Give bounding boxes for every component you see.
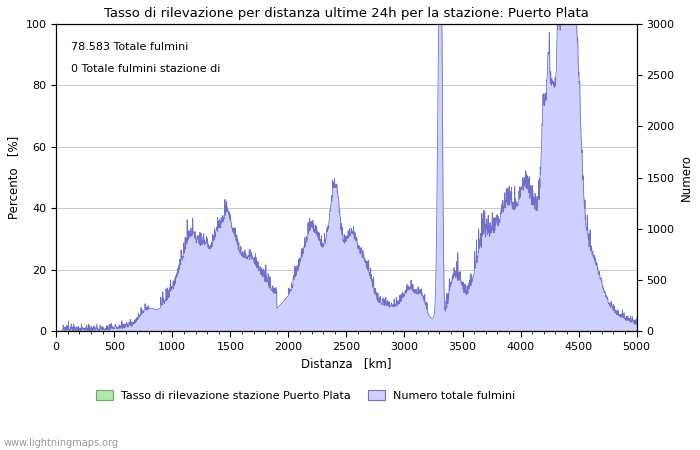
Text: 0 Totale fulmini stazione di: 0 Totale fulmini stazione di bbox=[71, 64, 220, 74]
Text: www.lightningmaps.org: www.lightningmaps.org bbox=[4, 438, 118, 448]
Y-axis label: Numero: Numero bbox=[680, 154, 693, 201]
X-axis label: Distanza   [km]: Distanza [km] bbox=[301, 357, 392, 370]
Title: Tasso di rilevazione per distanza ultime 24h per la stazione: Puerto Plata: Tasso di rilevazione per distanza ultime… bbox=[104, 7, 589, 20]
Y-axis label: Percento   [%]: Percento [%] bbox=[7, 136, 20, 219]
Text: 78.583 Totale fulmini: 78.583 Totale fulmini bbox=[71, 42, 188, 52]
Legend: Tasso di rilevazione stazione Puerto Plata, Numero totale fulmini: Tasso di rilevazione stazione Puerto Pla… bbox=[92, 386, 520, 405]
